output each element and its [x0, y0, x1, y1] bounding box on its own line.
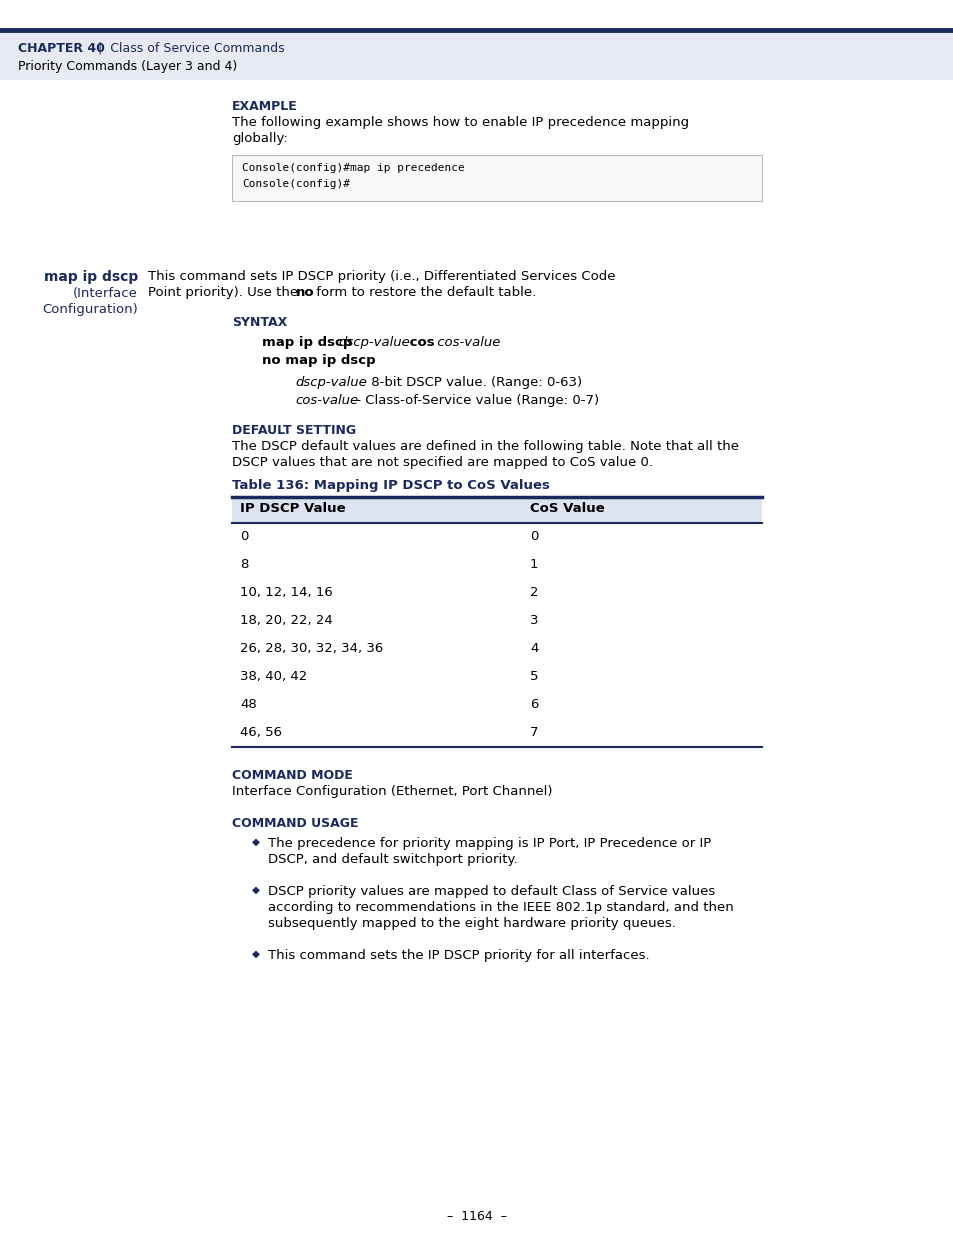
- Text: Table 136: Mapping IP DSCP to CoS Values: Table 136: Mapping IP DSCP to CoS Values: [232, 479, 549, 492]
- Text: SYNTAX: SYNTAX: [232, 316, 287, 329]
- Text: This command sets the IP DSCP priority for all interfaces.: This command sets the IP DSCP priority f…: [268, 948, 649, 962]
- Text: subsequently mapped to the eight hardware priority queues.: subsequently mapped to the eight hardwar…: [268, 918, 675, 930]
- Bar: [0, 0, 953, 30]
- Text: CHAPTER 40: CHAPTER 40: [18, 42, 105, 56]
- Text: Configuration): Configuration): [42, 303, 138, 316]
- Text: ◆: ◆: [252, 885, 260, 895]
- Text: according to recommendations in the IEEE 802.1p standard, and then: according to recommendations in the IEEE…: [268, 902, 733, 914]
- Text: globally:: globally:: [232, 132, 288, 144]
- Text: ◆: ◆: [252, 948, 260, 960]
- Text: 5: 5: [530, 671, 537, 683]
- Text: DSCP values that are not specified are mapped to CoS value 0.: DSCP values that are not specified are m…: [232, 456, 652, 469]
- Bar: [232, 496, 761, 522]
- Text: Console(config)#: Console(config)#: [242, 179, 350, 189]
- Text: - 8-bit DSCP value. (Range: 0-63): - 8-bit DSCP value. (Range: 0-63): [357, 375, 581, 389]
- Text: 4: 4: [530, 642, 537, 655]
- Text: - Class-of-Service value (Range: 0-7): - Class-of-Service value (Range: 0-7): [352, 394, 598, 408]
- Text: DSCP priority values are mapped to default Class of Service values: DSCP priority values are mapped to defau…: [268, 885, 715, 898]
- Text: The following example shows how to enable IP precedence mapping: The following example shows how to enabl…: [232, 116, 688, 128]
- Text: 7: 7: [530, 726, 537, 739]
- Text: cos-value: cos-value: [294, 394, 357, 408]
- Text: EXAMPLE: EXAMPLE: [232, 100, 297, 112]
- Text: 46, 56: 46, 56: [240, 726, 282, 739]
- Text: 10, 12, 14, 16: 10, 12, 14, 16: [240, 585, 333, 599]
- Text: Interface Configuration (Ethernet, Port Channel): Interface Configuration (Ethernet, Port …: [232, 785, 552, 798]
- Text: form to restore the default table.: form to restore the default table.: [312, 287, 536, 299]
- Text: no: no: [295, 287, 314, 299]
- Text: (Interface: (Interface: [73, 287, 138, 300]
- Text: 3: 3: [530, 614, 537, 627]
- Text: 1: 1: [530, 558, 537, 571]
- Text: 48: 48: [240, 698, 256, 711]
- Text: 0: 0: [530, 530, 537, 543]
- Text: map ip dscp: map ip dscp: [262, 336, 352, 350]
- Text: cos: cos: [405, 336, 435, 350]
- Text: dscp-value: dscp-value: [337, 336, 410, 350]
- Text: Console(config)#map ip precedence: Console(config)#map ip precedence: [242, 163, 464, 173]
- Text: 2: 2: [530, 585, 537, 599]
- Text: 6: 6: [530, 698, 537, 711]
- Text: 18, 20, 22, 24: 18, 20, 22, 24: [240, 614, 333, 627]
- Text: 8: 8: [240, 558, 248, 571]
- Text: The precedence for priority mapping is IP Port, IP Precedence or IP: The precedence for priority mapping is I…: [268, 837, 711, 850]
- Text: cos-value: cos-value: [433, 336, 500, 350]
- Text: dscp-value: dscp-value: [294, 375, 366, 389]
- Text: –  1164  –: – 1164 –: [447, 1210, 506, 1223]
- Text: IP DSCP Value: IP DSCP Value: [240, 501, 345, 515]
- Text: Priority Commands (Layer 3 and 4): Priority Commands (Layer 3 and 4): [18, 61, 237, 73]
- Text: map ip dscp: map ip dscp: [44, 270, 138, 284]
- Text: no map ip dscp: no map ip dscp: [262, 354, 375, 367]
- Text: This command sets IP DSCP priority (i.e., Differentiated Services Code: This command sets IP DSCP priority (i.e.…: [148, 270, 615, 283]
- Text: DSCP, and default switchport priority.: DSCP, and default switchport priority.: [268, 853, 517, 866]
- Text: 38, 40, 42: 38, 40, 42: [240, 671, 307, 683]
- Text: 0: 0: [240, 530, 248, 543]
- Text: COMMAND MODE: COMMAND MODE: [232, 769, 353, 782]
- Bar: [0, 30, 953, 80]
- Text: |  Class of Service Commands: | Class of Service Commands: [90, 42, 284, 56]
- Text: ◆: ◆: [252, 837, 260, 847]
- Text: CoS Value: CoS Value: [530, 501, 604, 515]
- Text: DEFAULT SETTING: DEFAULT SETTING: [232, 424, 355, 437]
- Text: The DSCP default values are defined in the following table. Note that all the: The DSCP default values are defined in t…: [232, 440, 739, 453]
- Text: COMMAND USAGE: COMMAND USAGE: [232, 818, 358, 830]
- Text: Point priority). Use the: Point priority). Use the: [148, 287, 302, 299]
- Bar: [232, 156, 761, 201]
- Text: 26, 28, 30, 32, 34, 36: 26, 28, 30, 32, 34, 36: [240, 642, 383, 655]
